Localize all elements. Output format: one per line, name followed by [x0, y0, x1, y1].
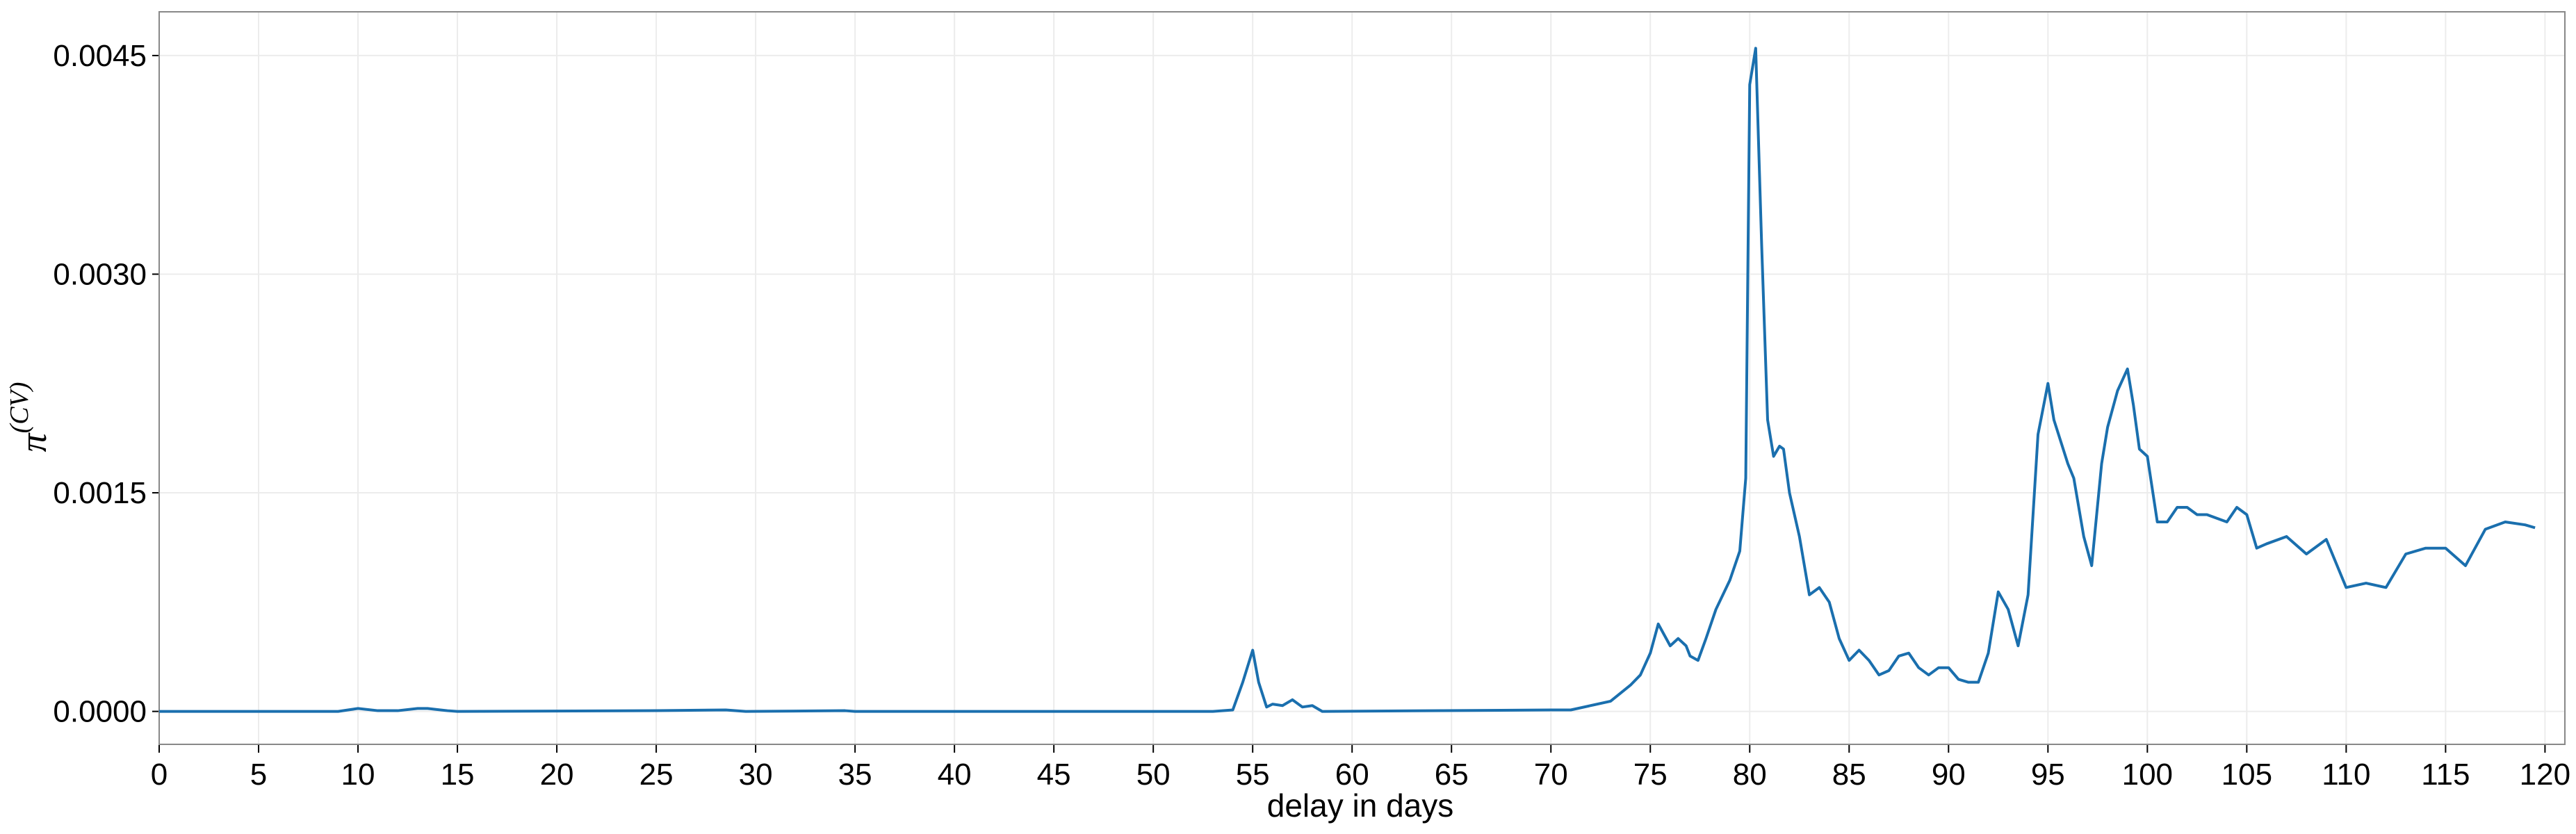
x-tick-label: 90 [1932, 758, 1966, 792]
x-tick-label: 5 [250, 758, 267, 792]
x-tick-label: 80 [1733, 758, 1767, 792]
x-tick-label: 0 [151, 758, 168, 792]
x-tick-label: 115 [2421, 758, 2470, 792]
y-tick-label: 0.0030 [53, 257, 147, 291]
x-tick-label: 65 [1435, 758, 1469, 792]
x-tick-label: 75 [1633, 758, 1668, 792]
x-tick-label: 70 [1534, 758, 1568, 792]
x-axis-label: delay in days [1267, 787, 1454, 824]
x-tick-label: 120 [2520, 758, 2570, 792]
x-tick-label: 45 [1037, 758, 1071, 792]
x-tick-label: 10 [341, 758, 375, 792]
x-tick-label: 40 [938, 758, 972, 792]
x-tick-label: 85 [1832, 758, 1866, 792]
x-tick-label: 20 [540, 758, 574, 792]
x-tick-label: 15 [441, 758, 475, 792]
y-tick-label: 0.0015 [53, 476, 147, 510]
x-tick-label: 55 [1236, 758, 1270, 792]
x-tick-label: 50 [1136, 758, 1171, 792]
x-tick-label: 95 [2031, 758, 2065, 792]
x-tick-label: 100 [2122, 758, 2173, 792]
y-tick-label: 0.0000 [53, 695, 147, 729]
y-label-sup: (CV) [5, 382, 34, 434]
y-axis-label: π(CV) [5, 382, 54, 452]
x-tick-label: 30 [739, 758, 773, 792]
x-tick-label: 25 [639, 758, 674, 792]
y-label-base: π [13, 432, 54, 452]
x-tick-label: 110 [2322, 758, 2370, 792]
plot-frame [158, 11, 2566, 745]
x-tick-label: 60 [1335, 758, 1369, 792]
x-tick-label: 35 [838, 758, 872, 792]
x-tick-label: 105 [2222, 758, 2272, 792]
y-tick-label: 0.0045 [53, 39, 147, 73]
data-line [159, 47, 2536, 713]
